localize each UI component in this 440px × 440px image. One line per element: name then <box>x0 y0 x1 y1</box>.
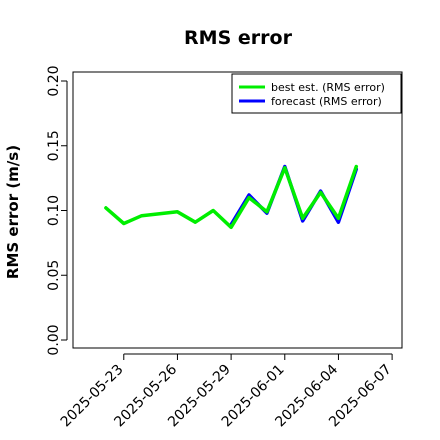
y-axis: 0.00 0.05 0.10 0.15 0.20 <box>46 65 68 356</box>
y-tick-label: 0.10 <box>46 195 62 226</box>
legend-label-best-est: best est. (RMS error) <box>271 81 385 94</box>
plot-frame <box>72 71 403 349</box>
legend-box <box>231 73 402 114</box>
y-tick-label: 0.15 <box>46 130 62 161</box>
y-axis-label: RMS error (m/s) <box>4 145 22 279</box>
x-axis: 2025-05-232025-05-262025-05-292025-06-01… <box>58 353 395 430</box>
series-line-best <box>104 164 359 230</box>
y-tick-label: 0.05 <box>46 260 62 291</box>
legend: best est. (RMS error) forecast (RMS erro… <box>231 73 402 114</box>
series-layer <box>104 164 359 230</box>
y-tick-label: 0.20 <box>46 65 62 96</box>
y-tick-label: 0.00 <box>46 324 62 355</box>
chart-title: RMS error <box>184 27 293 49</box>
legend-label-forecast: forecast (RMS error) <box>271 95 382 108</box>
